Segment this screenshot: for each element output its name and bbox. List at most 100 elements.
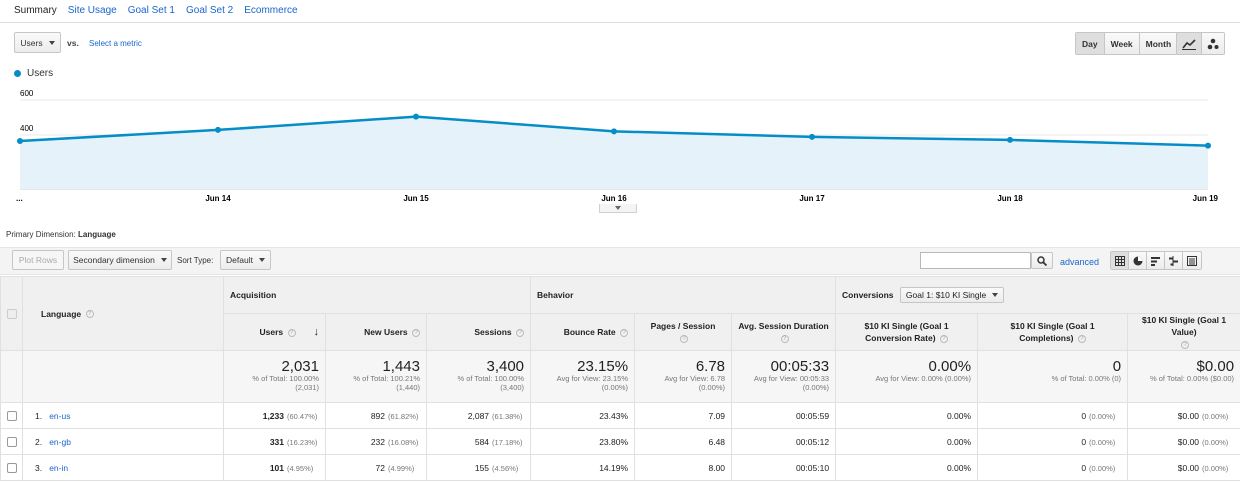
row-language-link[interactable]: en-us bbox=[49, 410, 71, 421]
total-sessions-note-2: (3,400) bbox=[500, 383, 525, 392]
metric-dropdown[interactable]: Users bbox=[14, 32, 61, 53]
goal-value-column-header[interactable]: $10 KI Single (Goal 1 Value)? bbox=[1127, 313, 1240, 351]
tab-site-usage[interactable]: Site Usage bbox=[67, 5, 117, 16]
period-day-button[interactable]: Day bbox=[1076, 33, 1105, 54]
help-icon[interactable]: ? bbox=[412, 328, 420, 337]
help-icon[interactable]: ? bbox=[780, 334, 789, 343]
row-pages-session: 8.00 bbox=[634, 454, 733, 481]
advanced-filter-link[interactable]: advanced bbox=[1060, 257, 1100, 267]
select-all-checkbox[interactable] bbox=[7, 308, 17, 319]
sessions-column-header[interactable]: Sessions ? bbox=[425, 313, 532, 351]
collapse-chart-toggle[interactable] bbox=[599, 204, 637, 213]
row-sessions-value: 155 bbox=[474, 462, 490, 473]
row-completions-pct: (0.00%) bbox=[1089, 463, 1116, 473]
tab-ecommerce[interactable]: Ecommerce bbox=[244, 5, 298, 16]
select-metric-link[interactable]: Select a metric bbox=[89, 39, 142, 48]
total-conversion-rate-note: Avg for View: 0.00% (0.00%) bbox=[875, 374, 972, 383]
table-row: 2. en-gb 331 (16.23%) 232 (16.08%) 584 (17.… bbox=[0, 428, 1240, 455]
help-icon[interactable]: ? bbox=[287, 328, 296, 337]
help-icon[interactable]: ? bbox=[620, 328, 629, 337]
total-pages-session-value: 6.78 bbox=[695, 358, 726, 375]
row-goal-value-value: $0.00 bbox=[1177, 436, 1200, 447]
legend-dot-icon bbox=[14, 70, 21, 77]
row-checkbox[interactable] bbox=[7, 410, 17, 421]
sort-type-dropdown[interactable]: Default bbox=[220, 250, 271, 270]
data-point-jun-13[interactable] bbox=[17, 137, 23, 144]
avg-duration-column-header[interactable]: Avg. Session Duration? bbox=[731, 313, 837, 351]
row-checkbox[interactable] bbox=[7, 462, 17, 473]
x-tick-label: ... bbox=[16, 194, 23, 203]
plot-rows-button[interactable]: Plot Rows bbox=[12, 250, 64, 270]
help-icon[interactable]: ? bbox=[939, 334, 948, 343]
language-column-header: Language ? bbox=[22, 276, 224, 351]
row-checkbox[interactable] bbox=[7, 436, 17, 447]
total-completions-value: 0 bbox=[1112, 358, 1122, 375]
primary-dimension-value[interactable]: Language bbox=[78, 230, 116, 239]
users-column-header[interactable]: Users ? ↓ bbox=[223, 313, 326, 351]
new-users-column-header[interactable]: New Users ? bbox=[325, 313, 427, 351]
row-select-cell bbox=[0, 454, 23, 481]
chevron-down-icon bbox=[160, 258, 167, 262]
data-table-view-button[interactable] bbox=[1111, 252, 1129, 269]
help-icon[interactable]: ? bbox=[516, 328, 525, 337]
total-conversion-rate-value: 0.00% bbox=[928, 358, 972, 375]
primary-dimension: Primary Dimension: Language bbox=[6, 230, 116, 239]
sort-type-value: Default bbox=[226, 255, 253, 265]
period-week-button[interactable]: Week bbox=[1104, 33, 1140, 54]
data-point-jun-15[interactable] bbox=[413, 113, 419, 120]
performance-view-button[interactable] bbox=[1147, 252, 1165, 269]
row-goal-value: $0.00 (0.00%) bbox=[1127, 402, 1240, 429]
data-point-jun-18[interactable] bbox=[1007, 136, 1013, 143]
pages-session-column-header[interactable]: Pages / Session? bbox=[634, 313, 733, 351]
sort-type-label: Sort Type: bbox=[177, 256, 214, 265]
row-number: 1. bbox=[35, 410, 43, 421]
data-point-jun-17[interactable] bbox=[809, 133, 815, 140]
data-point-jun-14[interactable] bbox=[215, 126, 221, 133]
help-icon[interactable]: ? bbox=[1077, 334, 1086, 343]
total-bounce-rate-note: Avg for View: 23.15% bbox=[556, 374, 629, 383]
total-users-value: 2,031 bbox=[281, 358, 319, 375]
help-icon[interactable]: ? bbox=[680, 334, 689, 343]
row-dimension-cell: 1. en-us bbox=[22, 402, 224, 429]
tab-goal-set-2[interactable]: Goal Set 2 bbox=[185, 5, 234, 16]
tab-summary[interactable]: Summary bbox=[14, 5, 57, 16]
row-users-value: 1,233 bbox=[262, 410, 284, 421]
search-button[interactable] bbox=[1031, 252, 1053, 269]
bar-list-icon bbox=[1150, 256, 1160, 266]
total-bounce-rate-value: 23.15% bbox=[577, 358, 629, 375]
row-sessions-value: 2,087 bbox=[467, 410, 490, 421]
bounce-rate-column-header[interactable]: Bounce Rate ? bbox=[530, 313, 636, 351]
pie-view-button[interactable] bbox=[1129, 252, 1147, 269]
conversion-rate-column-header[interactable]: $10 KI Single (Goal 1 Conversion Rate) ? bbox=[835, 313, 979, 351]
tab-goal-set-1[interactable]: Goal Set 1 bbox=[127, 5, 175, 16]
row-new-users: 892 (61.82%) bbox=[325, 402, 427, 429]
row-new-users-pct: (61.82%) bbox=[388, 411, 419, 421]
chart-type-selector bbox=[1176, 32, 1225, 55]
row-users: 101 (4.95%) bbox=[223, 454, 326, 481]
secondary-dimension-dropdown[interactable]: Secondary dimension bbox=[68, 250, 172, 270]
acquisition-group-header: Acquisition bbox=[222, 276, 532, 314]
goal-dropdown[interactable]: Goal 1: $10 KI Single bbox=[899, 287, 1005, 303]
comparison-view-button[interactable] bbox=[1165, 252, 1183, 269]
total-users-note: % of Total: 100.00% bbox=[252, 374, 319, 383]
row-new-users-pct: (16.08%) bbox=[388, 437, 419, 447]
row-language-link[interactable]: en-gb bbox=[49, 436, 71, 447]
motion-chart-button[interactable] bbox=[1202, 33, 1224, 54]
line-chart-button[interactable] bbox=[1177, 33, 1202, 54]
chevron-down-icon bbox=[48, 40, 55, 45]
table-search-input[interactable] bbox=[920, 252, 1031, 269]
period-month-button[interactable]: Month bbox=[1139, 33, 1178, 54]
data-point-jun-16[interactable] bbox=[611, 128, 617, 135]
data-point-jun-19[interactable] bbox=[1205, 142, 1211, 149]
x-tick-label: Jun 16 bbox=[601, 194, 627, 203]
total-completions-note: % of Total: 0.00% (0) bbox=[1051, 374, 1122, 383]
help-icon[interactable]: ? bbox=[85, 310, 94, 319]
language-header-label[interactable]: Language bbox=[41, 308, 82, 319]
row-goal-value-pct: (0.00%) bbox=[1202, 437, 1229, 447]
row-language-link[interactable]: en-in bbox=[49, 462, 69, 473]
total-goal-value-note: % of Total: 0.00% ($0.00) bbox=[1149, 374, 1235, 383]
help-icon[interactable]: ? bbox=[1181, 340, 1190, 349]
completions-column-header[interactable]: $10 KI Single (Goal 1 Completions) ? bbox=[977, 313, 1129, 351]
term-cloud-view-button[interactable] bbox=[1183, 252, 1201, 269]
